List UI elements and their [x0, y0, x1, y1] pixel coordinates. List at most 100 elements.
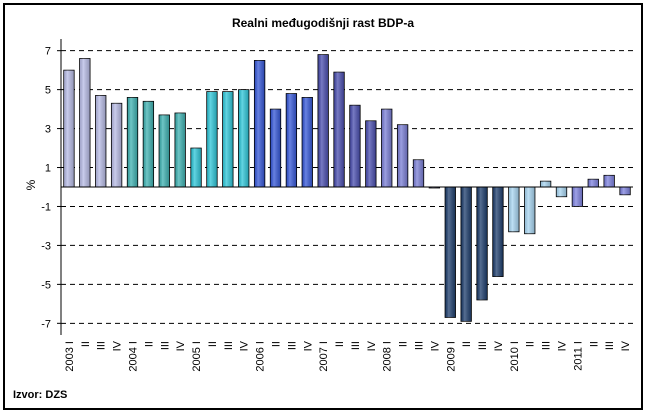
- x-tick-label: IV: [302, 340, 314, 351]
- bar-shade: [588, 179, 599, 187]
- bar-shade: [349, 105, 361, 187]
- bar: [524, 186, 536, 235]
- bar: [285, 93, 298, 188]
- chart-frame: Realni međugodišnji rast BDP-a % 7 5 3 1 -1 -…: [3, 3, 643, 410]
- x-tick-label: III: [159, 341, 171, 350]
- bar-shade: [492, 187, 504, 277]
- bar: [555, 186, 568, 198]
- bar: [603, 174, 615, 188]
- x-tick-label: IV: [366, 340, 378, 351]
- x-tick-label: 2011 I: [572, 341, 584, 371]
- bar-shade: [95, 95, 106, 187]
- bar-chart: Realni međugodišnji rast BDP-a % 7 5 3 1 -1 -…: [24, 16, 633, 372]
- bar: [333, 71, 345, 188]
- axes: [60, 39, 633, 335]
- bar-shade: [508, 187, 520, 232]
- x-tick-label: II: [80, 341, 92, 347]
- bar: [206, 91, 218, 188]
- bar-shade: [206, 91, 218, 187]
- bar-shade: [159, 114, 170, 187]
- bar-shade: [476, 187, 488, 300]
- x-tick-label: II: [334, 341, 346, 347]
- x-tick-label: III: [477, 341, 489, 350]
- x-tick-label: IV: [493, 340, 505, 351]
- y-tick-label: 7: [45, 46, 51, 58]
- bar-shade: [365, 120, 377, 187]
- bar: [79, 58, 91, 188]
- x-tick-labels: 2003 I II III IV 2004 I II III IV 2005 I II III IV 2…: [64, 340, 632, 371]
- y-tick-label: -3: [41, 240, 51, 252]
- x-tick-label: IV: [175, 340, 187, 351]
- bar: [619, 186, 631, 196]
- bar: [63, 69, 75, 188]
- bar-series: [63, 54, 631, 322]
- x-tick-label: II: [588, 341, 600, 347]
- bar: [539, 180, 552, 188]
- x-tick-label: III: [96, 341, 108, 350]
- bar: [396, 124, 409, 188]
- bar: [174, 112, 186, 188]
- bar-shade: [524, 187, 535, 234]
- x-tick-label: II: [525, 341, 537, 347]
- bar: [158, 114, 170, 188]
- bar: [444, 186, 456, 318]
- bar-shade: [397, 124, 408, 187]
- x-tick-label: III: [414, 341, 426, 350]
- y-tick-label: -1: [41, 201, 51, 213]
- bar: [222, 91, 234, 188]
- bar: [269, 108, 282, 188]
- x-tick-label: 2004 I: [128, 341, 140, 372]
- x-tick-label: 2007 I: [318, 341, 330, 372]
- bar-shade: [270, 109, 281, 187]
- bar-shade: [572, 187, 583, 207]
- y-tick-label: -5: [41, 279, 51, 291]
- bar-shade: [190, 148, 202, 187]
- bar: [492, 186, 504, 277]
- y-tick-labels: 7 5 3 1 -1 -3 -5 -7: [41, 46, 61, 330]
- x-tick-label: III: [223, 341, 235, 350]
- y-tick-label: 1: [45, 163, 51, 175]
- bar: [381, 108, 393, 188]
- bar: [476, 186, 488, 301]
- bar-shade: [127, 97, 138, 187]
- bar-shade: [79, 58, 91, 188]
- x-tick-label: 2009 I: [445, 341, 457, 372]
- x-tick-label: 2006 I: [255, 341, 267, 372]
- bar-shade: [238, 89, 249, 187]
- x-tick-label: IV: [620, 340, 632, 351]
- bar: [571, 186, 584, 207]
- x-tick-label: 2010 I: [509, 341, 521, 372]
- bar: [190, 147, 202, 188]
- bar-shade: [111, 103, 122, 187]
- y-tick-label: 3: [45, 124, 51, 136]
- bar: [587, 178, 599, 188]
- bar: [460, 186, 472, 322]
- bar-shade: [317, 54, 329, 187]
- x-tick-label: IV: [112, 340, 124, 351]
- bar-shade: [413, 159, 424, 187]
- bar-shade: [222, 91, 234, 187]
- bar-shade: [63, 70, 75, 187]
- bar: [95, 95, 107, 188]
- x-tick-label: 2008 I: [382, 341, 394, 372]
- bar-shade: [460, 187, 472, 322]
- bar: [253, 60, 266, 188]
- bar-shade: [540, 181, 551, 187]
- bar: [317, 54, 329, 188]
- bar-shade: [302, 97, 313, 187]
- bar-shade: [381, 109, 392, 187]
- x-tick-label: II: [271, 341, 283, 347]
- x-tick-label: 2005 I: [191, 341, 203, 372]
- bar-shade: [143, 101, 154, 187]
- bar-shade: [174, 113, 186, 187]
- bar-shade: [556, 187, 567, 197]
- x-tick-label: II: [143, 341, 155, 347]
- x-tick-label: II: [461, 341, 473, 347]
- y-tick-label: -7: [41, 318, 51, 330]
- x-tick-label: III: [350, 341, 362, 350]
- x-tick-label: III: [604, 341, 616, 350]
- chart-title: Realni međugodišnji rast BDP-a: [232, 16, 414, 30]
- bar: [301, 97, 313, 188]
- y-tick-label: 5: [45, 85, 51, 97]
- x-tick-label: IV: [429, 340, 441, 351]
